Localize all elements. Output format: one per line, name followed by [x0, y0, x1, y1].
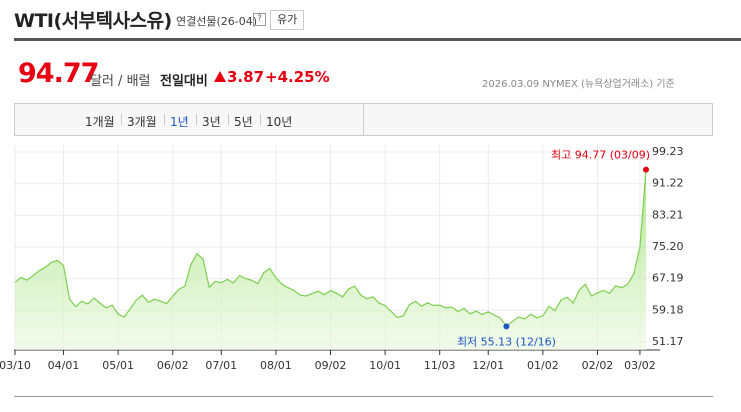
x-tick-label: 10/01	[369, 359, 401, 372]
min-label: 최저 55.13 (12/16)	[457, 335, 556, 348]
x-tick-label: 04/01	[48, 359, 80, 372]
y-tick-label: 67.19	[652, 272, 684, 285]
y-tick-label: 51.17	[652, 335, 684, 348]
x-tick-label: 03/02	[624, 359, 656, 372]
change: 3.87	[227, 68, 265, 86]
y-tick-label: 75.20	[652, 240, 684, 253]
help-icon[interactable]: ?	[253, 13, 266, 26]
chart: 51.17 59.18 67.19 75.20 83.21 91.22 99.23 03/10…	[0, 145, 684, 372]
max-point	[643, 166, 649, 173]
divider	[14, 38, 741, 41]
price: 94.77	[18, 58, 99, 89]
period-tab[interactable]: 10년	[266, 115, 293, 129]
contract: 연결선물(26-04)	[176, 15, 258, 28]
period-tab[interactable]: 5년	[234, 115, 253, 129]
up-arrow	[214, 71, 226, 82]
tab-separator	[228, 114, 229, 125]
period-tab[interactable]: 1개월	[85, 115, 115, 129]
compare-label: 전일대비	[160, 74, 208, 89]
line	[14, 169, 647, 328]
divider	[14, 396, 713, 397]
change-percent: +4.25%	[265, 68, 330, 86]
x-tick-label: 03/10	[0, 359, 31, 372]
period-tab[interactable]: 1년	[170, 115, 189, 129]
period-tab[interactable]: 3개월	[127, 115, 157, 129]
x-tick-label: 02/02	[582, 359, 614, 372]
y-tick-label: 91.22	[652, 177, 684, 190]
unit: 달러 / 배럴	[90, 74, 151, 89]
x-tick-label: 07/01	[205, 359, 237, 372]
tab-separator	[164, 114, 165, 125]
x-tick-label: 06/02	[157, 359, 189, 372]
tab-separator	[260, 114, 261, 125]
basis: 2026.03.09 NYMEX (뉴욕상업거래소) 기준	[482, 79, 675, 90]
x-tick-label: 09/02	[315, 359, 347, 372]
x-tick-label: 05/01	[102, 359, 134, 372]
title: WTI(서부텍사스유)	[14, 10, 172, 32]
x-tick-label: 01/02	[527, 359, 559, 372]
area	[15, 169, 646, 350]
period-tab[interactable]: 3년	[202, 115, 221, 129]
max-label: 최고 94.77 (03/09)	[551, 149, 650, 162]
period-tabs: 1개월 3개월 1년 3년 5년 10년	[14, 103, 713, 136]
category-button[interactable]: 유가	[270, 10, 305, 30]
tab-separator	[121, 114, 122, 125]
y-tick-label: 59.18	[652, 303, 684, 316]
y-tick-label: 99.23	[652, 145, 684, 158]
x-tick-label: 08/01	[260, 359, 292, 372]
x-tick-label: 12/01	[472, 359, 504, 372]
y-tick-label: 83.21	[652, 208, 684, 221]
min-point	[503, 323, 510, 330]
tab-separator	[196, 114, 197, 125]
x-tick-label: 11/03	[424, 359, 456, 372]
